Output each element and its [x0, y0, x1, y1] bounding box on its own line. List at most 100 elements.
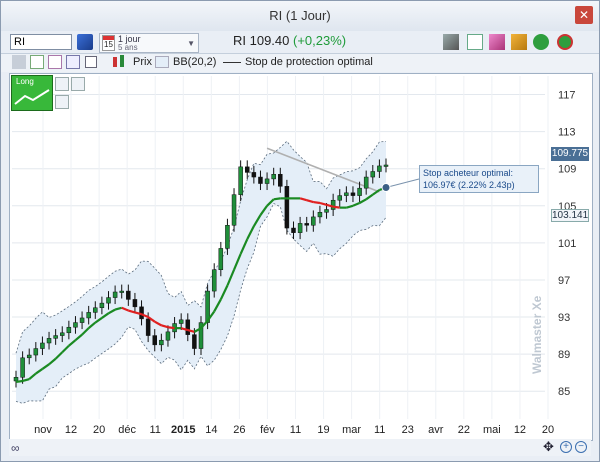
hammer-icon[interactable]: [443, 34, 459, 50]
bollinger-lower-line: [15, 202, 387, 404]
x-tick-label: 2015: [171, 424, 195, 436]
tools-icon[interactable]: [12, 55, 26, 69]
candle-body: [337, 195, 342, 201]
stop-line-segment: [200, 320, 209, 329]
stop-line-segment: [134, 311, 142, 316]
stop-line-segment: [193, 327, 202, 333]
chart-add-icon[interactable]: [467, 34, 483, 50]
stop-line-segment: [154, 320, 162, 327]
candle-body: [350, 192, 356, 196]
stop-line-segment: [259, 205, 268, 216]
candle-body: [311, 216, 316, 226]
hammer-small-icon[interactable]: [55, 95, 69, 109]
legend-bollinger: BB(20,2): [173, 56, 217, 68]
price-headline: RI 109.40 (+0,23%): [233, 33, 346, 48]
checkbox-icon[interactable]: [85, 56, 97, 68]
candle-body: [330, 199, 336, 210]
candle-body: [99, 302, 105, 309]
y-tick-label: 93: [558, 312, 570, 324]
book-icon[interactable]: [77, 34, 93, 50]
stop-line-segment: [121, 306, 129, 312]
candle-body: [132, 299, 138, 308]
candle-body: [192, 334, 197, 349]
x-tick-label: 19: [317, 424, 329, 436]
move-icon[interactable]: [71, 77, 85, 91]
ap-icon[interactable]: [66, 55, 80, 69]
chevron-down-icon: ▼: [187, 39, 195, 48]
x-tick-label: déc: [118, 424, 136, 436]
close-button[interactable]: ✕: [575, 6, 593, 24]
strategy-panel: Long: [11, 75, 85, 119]
stop-line-segment: [187, 328, 195, 333]
stop-line-segment: [35, 368, 44, 375]
candle-body: [26, 354, 32, 359]
stop-legend-line-icon: [223, 62, 241, 63]
trend-up-icon: [14, 89, 50, 105]
candle-body: [211, 269, 217, 292]
y-tick-label: 85: [558, 386, 570, 398]
stop-line-segment: [206, 310, 216, 322]
stop-line-segment: [226, 269, 236, 286]
pencil-icon[interactable]: [511, 34, 527, 50]
indicator-chart-icon[interactable]: [30, 55, 44, 69]
stop-line-segment: [141, 313, 149, 319]
stop-line-segment: [319, 201, 327, 206]
y-tick-label: 97: [558, 275, 570, 287]
zoom-in-icon[interactable]: +: [560, 441, 572, 453]
annotation-connector: [385, 178, 420, 189]
link-icon[interactable]: ∞: [11, 441, 20, 455]
symbol-input[interactable]: [10, 34, 72, 50]
oscillator-icon[interactable]: [48, 55, 62, 69]
candle-body: [66, 326, 72, 334]
candle-body: [112, 291, 118, 298]
candle-body: [278, 174, 283, 187]
y-tick-label: 113: [558, 127, 576, 139]
candle-body: [344, 192, 349, 196]
candle-body: [297, 223, 303, 233]
stop-line-segment: [114, 306, 123, 311]
long-strategy-button[interactable]: Long: [11, 75, 53, 111]
stop-line-segment: [54, 351, 64, 360]
alert-add-icon[interactable]: [533, 34, 549, 50]
chart-area[interactable]: 117 113 109 105 101 97 93 89 85 nov 12 20 déc 11 2015 1…: [9, 73, 593, 441]
stop-line-segment: [68, 339, 77, 347]
candle-body: [258, 176, 263, 184]
y-tick-label: 109: [558, 164, 576, 176]
stop-line-segment: [22, 378, 30, 383]
watermark: Walmaster Xe: [530, 295, 544, 374]
bollinger-legend-icon: [155, 56, 169, 68]
y-tick-label: 101: [558, 238, 576, 250]
x-tick-label: 20: [93, 424, 105, 436]
stop-line-segment: [74, 333, 83, 342]
title-bar: RI (1 Jour) ✕: [1, 1, 599, 31]
stop-line-segment: [219, 285, 229, 300]
candle-body: [284, 186, 290, 229]
candle-body: [79, 317, 85, 323]
x-tick-label: 26: [233, 424, 245, 436]
stop-line-segment: [213, 298, 222, 312]
candle-body: [119, 290, 124, 293]
horizontal-scroll-bar[interactable]: ∞ ✥ + −: [9, 439, 591, 456]
period-range: 5 ans: [118, 43, 138, 52]
stop-line-segment: [233, 253, 242, 271]
bollinger-band-fill: [16, 141, 386, 404]
stop-line-segment: [332, 205, 340, 209]
bollinger-upper-line: [15, 140, 387, 354]
candle-body: [13, 377, 19, 382]
x-tick-label: mai: [483, 424, 501, 436]
zoom-out-icon[interactable]: −: [575, 441, 587, 453]
cursor-arrow-icon[interactable]: [55, 77, 69, 91]
period-selector[interactable]: 15 1 jour 5 ans ▼: [99, 33, 199, 53]
x-tick-label: 23: [402, 424, 414, 436]
candle-body: [317, 212, 323, 218]
stop-annotation-value: 106.97€ (2.22% 2.43p): [423, 180, 515, 190]
x-tick-label: 12: [65, 424, 77, 436]
pan-icon[interactable]: ✥: [543, 439, 554, 454]
candle-body: [178, 319, 184, 324]
brush-icon[interactable]: [489, 34, 505, 50]
alert-remove-icon[interactable]: [557, 34, 573, 50]
candle-body: [145, 318, 151, 336]
candle-body: [165, 331, 171, 341]
